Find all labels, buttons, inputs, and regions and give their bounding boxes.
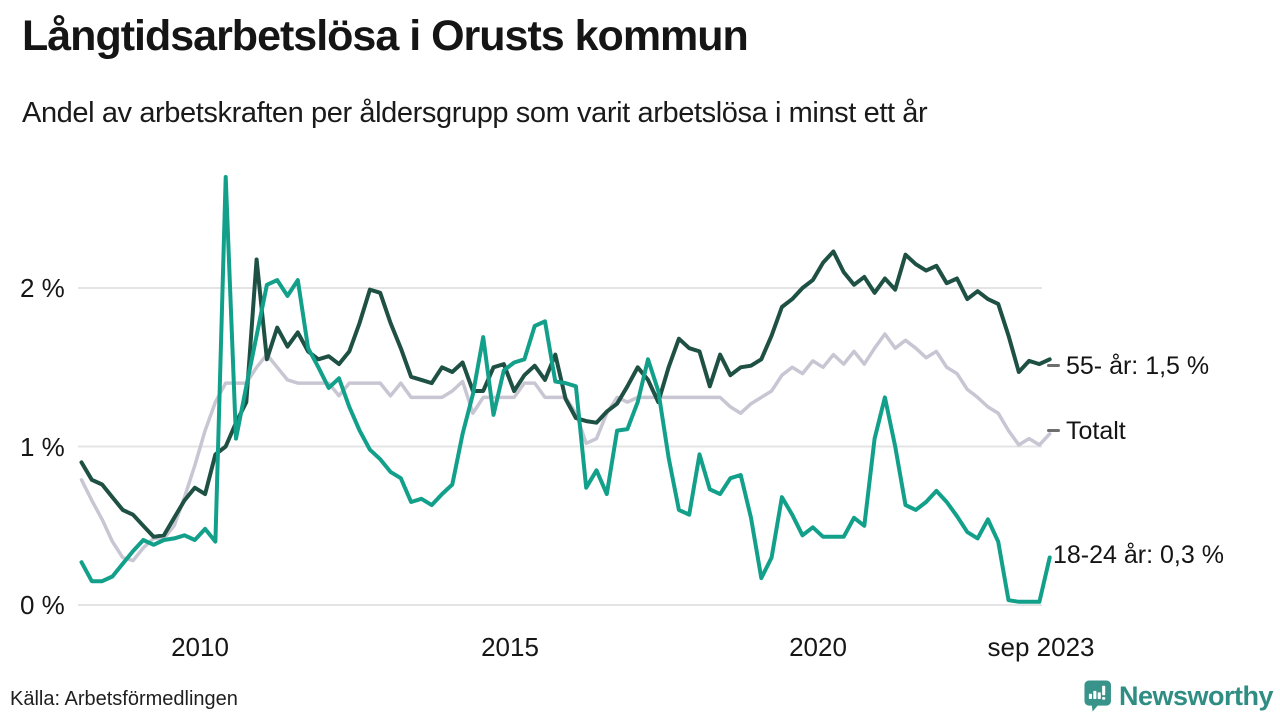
label-connector-totalt	[1047, 429, 1060, 432]
chart-subtitle: Andel av arbetskraften per åldersgrupp s…	[22, 97, 928, 129]
source-note: Källa: Arbetsförmedlingen	[10, 688, 238, 710]
newsworthy-logo: Newsworthy	[1083, 674, 1274, 718]
y-axis-tick-1pct: 1 %	[20, 432, 65, 462]
y-axis-tick-2pct: 2 %	[20, 273, 65, 303]
gridlines	[78, 287, 1042, 606]
x-axis-tick-2015: 2015	[481, 632, 539, 662]
series-lines	[79, 175, 1052, 604]
x-axis-tick-2020: 2020	[789, 632, 847, 662]
newsworthy-logo-icon	[1084, 680, 1111, 712]
label-connector-55	[1047, 364, 1060, 367]
x-axis-tick-2010: 2010	[171, 632, 229, 662]
series-label-totalt: Totalt	[1066, 417, 1126, 445]
series-label-55-ar: 55- år: 1,5 %	[1066, 352, 1210, 380]
series-label-18-24-ar: 18-24 år: 0,3 %	[1053, 541, 1224, 569]
y-axis-tick-0pct: 0 %	[20, 590, 65, 620]
series-line-18-24-r	[79, 175, 1052, 604]
page-title: Långtidsarbetslösa i Orusts kommun	[22, 12, 749, 60]
x-axis-tick-sep-2023: sep 2023	[987, 632, 1095, 662]
newsworthy-wordmark: Newsworthy	[1118, 680, 1274, 711]
